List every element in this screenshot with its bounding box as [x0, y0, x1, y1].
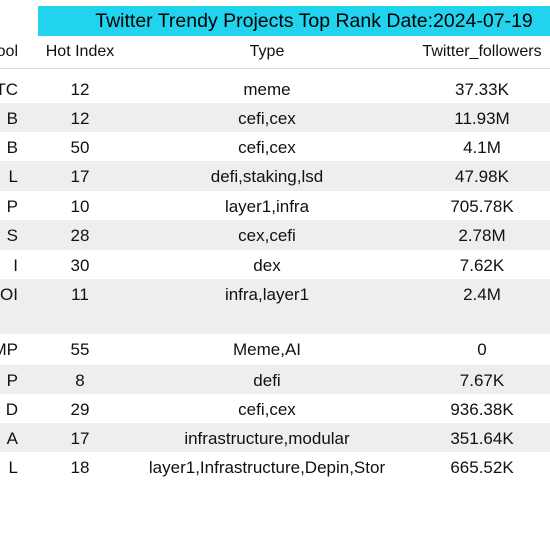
- cell-type: layer1,infra: [224, 197, 310, 216]
- cell-twitter-followers: 2.4M: [463, 285, 501, 304]
- cell-hot-index: 55: [70, 340, 90, 359]
- cell-symbol: TC: [0, 80, 18, 99]
- cell-symbol: B: [6, 138, 18, 157]
- table-row: I 30 dex 7.62K: [0, 250, 550, 279]
- cell-type: meme: [243, 80, 291, 99]
- cell-hot-index: 12: [70, 109, 90, 128]
- header-twitter-followers: Twitter_followers: [422, 43, 542, 60]
- table-row: B 12 cefi,cex 11.93M: [0, 103, 550, 132]
- cell-hot-index: 8: [75, 371, 85, 390]
- cell-symbol: COI: [0, 285, 18, 304]
- cell-type: Meme,AI: [232, 340, 302, 359]
- cell-type: infra,layer1: [224, 285, 310, 304]
- cell-twitter-followers: 0: [477, 340, 487, 359]
- cell-twitter-followers: 37.33K: [455, 80, 509, 99]
- cell-twitter-followers: 7.67K: [459, 371, 505, 390]
- cell-twitter-followers: 2.78M: [458, 226, 506, 245]
- cell-twitter-followers: 936.38K: [450, 400, 514, 419]
- cell-hot-index: 12: [70, 80, 90, 99]
- cell-twitter-followers: 705.78K: [450, 197, 514, 216]
- cell-type: cex,cefi: [238, 226, 296, 245]
- cell-type: layer1,Infrastructure,Depin,Stor: [148, 458, 386, 477]
- table-title: Twitter Trendy Projects Top Rank Date:20…: [95, 9, 533, 32]
- cell-symbol: I: [13, 256, 18, 275]
- cell-hot-index: 11: [71, 285, 89, 304]
- table-row: L 18 layer1,Infrastructure,Depin,Stor 665.5…: [0, 452, 550, 482]
- cell-symbol: S: [6, 226, 18, 245]
- cell-hot-index: 17: [70, 167, 90, 186]
- header-type: Type: [249, 43, 285, 60]
- table-header: ool Hot Index Type Twitter_followers: [0, 36, 550, 69]
- table-row: P 8 defi 7.67K: [0, 365, 550, 394]
- cell-symbol: L: [8, 167, 18, 186]
- cell-twitter-followers: 11.93M: [454, 109, 510, 128]
- cell-symbol: A: [6, 429, 18, 448]
- cell-hot-index: 10: [70, 197, 90, 216]
- table-row: S 28 cex,cefi 2.78M: [0, 220, 550, 250]
- table-row: MP 55 Meme,AI 0: [0, 334, 550, 365]
- cell-hot-index: 17: [70, 429, 90, 448]
- cell-twitter-followers: 665.52K: [450, 458, 514, 477]
- table-row: A 17 infrastructure,modular 351.64K: [0, 423, 550, 452]
- cell-symbol: B: [6, 109, 18, 128]
- cell-twitter-followers: 7.62K: [459, 256, 505, 275]
- cell-symbol: D: [5, 400, 18, 419]
- cell-type: cefi,cex: [238, 400, 296, 419]
- cell-hot-index: 18: [70, 458, 90, 477]
- cell-type: infrastructure,modular: [184, 429, 350, 448]
- cell-symbol: P: [6, 197, 18, 216]
- table-row: D 29 cefi,cex 936.38K: [0, 394, 550, 423]
- table-row: B 50 cefi,cex 4.1M: [0, 132, 550, 161]
- cell-type: defi,staking,lsd: [210, 167, 324, 186]
- cell-hot-index: 30: [70, 256, 90, 275]
- cell-symbol: P: [6, 371, 18, 390]
- cell-symbol: MP: [0, 340, 18, 359]
- cell-hot-index: 28: [70, 226, 90, 245]
- cell-type: cefi,cex: [238, 109, 296, 128]
- cell-twitter-followers: 351.64K: [450, 429, 514, 448]
- cell-twitter-followers: 4.1M: [463, 138, 501, 157]
- header-symbol: ool: [0, 43, 18, 60]
- cell-hot-index: 50: [70, 138, 90, 157]
- table-row: COI 11 infra,layer1 2.4M: [0, 279, 550, 334]
- cell-type: cefi,cex: [238, 138, 296, 157]
- cell-symbol: L: [8, 458, 18, 477]
- cell-twitter-followers: 47.98K: [455, 167, 509, 186]
- cell-type: defi: [253, 371, 281, 390]
- header-hot-index: Hot Index: [45, 43, 115, 60]
- cell-hot-index: 29: [70, 400, 90, 419]
- table-row: L 17 defi,staking,lsd 47.98K: [0, 161, 550, 191]
- table-row: P 10 layer1,infra 705.78K: [0, 191, 550, 220]
- title-banner: Twitter Trendy Projects Top Rank Date:20…: [38, 6, 550, 36]
- cell-type: dex: [253, 256, 281, 275]
- table-row: TC 12 meme 37.33K: [0, 74, 550, 103]
